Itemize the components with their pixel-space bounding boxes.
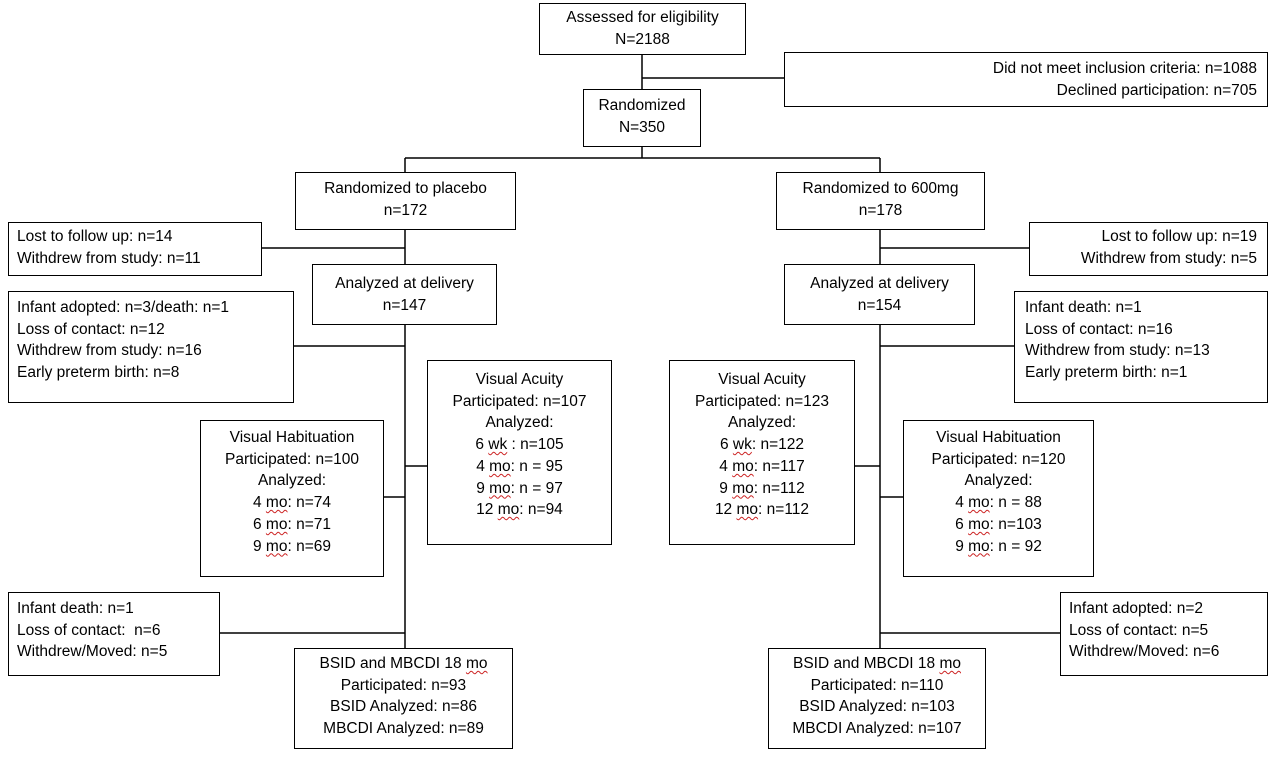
analyzed-delivery-count: n=154 <box>857 296 902 314</box>
analyzed-delivery-title: Analyzed at delivery <box>810 275 949 292</box>
vh-row: 4 mo: n = 88 <box>955 494 1042 512</box>
exclusion-line: Early preterm birth: n=1 <box>1025 364 1188 382</box>
va-row: 4 mo: n=117 <box>719 457 805 475</box>
bsid-title: BSID and MBCDI 18 mo <box>792 655 961 672</box>
exclusion-line: Infant death: n=1 <box>17 600 134 617</box>
assessed-count: N=2188 <box>615 30 670 48</box>
treatment-lost-18mo-box: Infant adopted: n=2 Loss of contact: n=5… <box>1060 592 1268 676</box>
bsid-title: BSID and MBCDI 18 mo <box>319 655 488 672</box>
randomized-count: N=350 <box>618 118 666 136</box>
analyzed-delivery-count: n=147 <box>382 296 427 314</box>
bsid-line: Participated: n=93 <box>340 676 467 694</box>
treatment-lost-delivery-box: Lost to follow up: n=19 Withdrew from st… <box>1029 222 1268 276</box>
exclusion-line: Withdrew from study: n=16 <box>17 342 202 360</box>
exclusion-line: Loss of contact: n=16 <box>1025 320 1173 338</box>
vh-row: 9 mo: n=69 <box>252 537 331 555</box>
exclusion-line: Loss of contact: n=5 <box>1069 621 1209 639</box>
placebo-visual-acuity-box: Visual Acuity Participated: n=107 Analyz… <box>427 360 612 545</box>
placebo-arm-title: Randomized to placebo <box>324 180 487 197</box>
vh-title: Visual Habituation <box>229 429 355 446</box>
va-row: 12 mo: n=112 <box>714 501 810 519</box>
va-row: 9 mo: n = 97 <box>476 479 563 497</box>
exclusion-line: Early preterm birth: n=8 <box>17 364 180 382</box>
treatment-arm-box: Randomized to 600mg n=178 <box>776 172 985 230</box>
assessed-title: Assessed for eligibility <box>566 9 719 26</box>
vh-row: 4 mo: n=74 <box>252 494 331 512</box>
bsid-line: MBCDI Analyzed: n=107 <box>792 720 962 738</box>
vh-row: 6 mo: n=71 <box>252 515 331 533</box>
va-row: 9 mo: n=112 <box>719 479 805 497</box>
treatment-bsid-box: BSID and MBCDI 18 mo Participated: n=110… <box>768 648 986 749</box>
exclusion-line: Withdrew from study: n=11 <box>17 249 201 267</box>
va-participated: Participated: n=107 <box>452 392 587 410</box>
excluded-line: Did not meet inclusion criteria: n=1088 <box>992 60 1257 77</box>
exclusion-line: Lost to follow up: n=19 <box>1101 228 1257 245</box>
vh-analyzed-label: Analyzed: <box>257 472 327 490</box>
va-title: Visual Acuity <box>475 371 564 388</box>
excluded-box: Did not meet inclusion criteria: n=1088 … <box>784 52 1268 107</box>
placebo-analyzed-delivery-box: Analyzed at delivery n=147 <box>312 264 497 325</box>
bsid-line: Participated: n=110 <box>810 676 944 694</box>
exclusion-line: Withdrew/Moved: n=5 <box>17 643 168 661</box>
exclusion-line: Loss of contact: n=6 <box>17 621 161 639</box>
va-row: 12 mo: n=94 <box>476 501 563 519</box>
bsid-line: BSID Analyzed: n=103 <box>799 698 955 716</box>
placebo-visual-habituation-box: Visual Habituation Participated: n=100 A… <box>200 420 384 577</box>
analyzed-delivery-title: Analyzed at delivery <box>335 275 474 292</box>
vh-title: Visual Habituation <box>936 429 1061 446</box>
vh-participated: Participated: n=120 <box>931 450 1066 468</box>
exclusion-line: Lost to follow up: n=14 <box>17 228 173 245</box>
vh-analyzed-label: Analyzed: <box>964 472 1033 490</box>
treatment-arm-count: n=178 <box>858 201 903 219</box>
placebo-arm-box: Randomized to placebo n=172 <box>295 172 516 230</box>
placebo-lost-infancy-box: Infant adopted: n=3/death: n=1 Loss of c… <box>8 291 294 403</box>
exclusion-line: Loss of contact: n=12 <box>17 320 165 338</box>
exclusion-line: Withdrew/Moved: n=6 <box>1069 643 1220 661</box>
placebo-lost-delivery-box: Lost to follow up: n=14 Withdrew from st… <box>8 222 262 276</box>
exclusion-line: Withdrew from study: n=5 <box>1080 249 1257 267</box>
treatment-lost-infancy-box: Infant death: n=1 Loss of contact: n=16 … <box>1014 291 1268 403</box>
va-participated: Participated: n=123 <box>695 392 829 410</box>
vh-participated: Participated: n=100 <box>225 450 359 468</box>
randomized-box: Randomized N=350 <box>583 89 701 147</box>
treatment-visual-acuity-box: Visual Acuity Participated: n=123 Analyz… <box>669 360 855 545</box>
exclusion-line: Infant adopted: n=3/death: n=1 <box>17 299 230 316</box>
randomized-title: Randomized <box>598 97 686 114</box>
va-row: 4 mo: n = 95 <box>476 457 563 475</box>
va-analyzed-label: Analyzed: <box>727 414 797 432</box>
bsid-line: BSID Analyzed: n=86 <box>330 698 477 716</box>
va-row: 6 wk: n=122 <box>719 436 805 454</box>
placebo-lost-18mo-box: Infant death: n=1 Loss of contact: n=6 W… <box>8 592 220 676</box>
exclusion-line: Infant death: n=1 <box>1025 299 1142 316</box>
va-analyzed-label: Analyzed: <box>485 414 554 432</box>
placebo-bsid-box: BSID and MBCDI 18 mo Participated: n=93 … <box>294 648 513 749</box>
exclusion-line: Withdrew from study: n=13 <box>1025 342 1210 360</box>
va-title: Visual Acuity <box>718 371 806 388</box>
bsid-line: MBCDI Analyzed: n=89 <box>323 720 484 738</box>
assessed-box: Assessed for eligibility N=2188 <box>539 3 746 55</box>
treatment-analyzed-delivery-box: Analyzed at delivery n=154 <box>784 264 975 325</box>
excluded-line: Declined participation: n=705 <box>1056 81 1257 99</box>
placebo-arm-count: n=172 <box>383 201 428 219</box>
exclusion-line: Infant adopted: n=2 <box>1069 600 1204 617</box>
vh-row: 9 mo: n = 92 <box>955 537 1042 555</box>
va-row: 6 wk : n=105 <box>475 436 564 454</box>
treatment-arm-title: Randomized to 600mg <box>802 180 959 197</box>
vh-row: 6 mo: n=103 <box>955 515 1042 533</box>
treatment-visual-habituation-box: Visual Habituation Participated: n=120 A… <box>903 420 1094 577</box>
